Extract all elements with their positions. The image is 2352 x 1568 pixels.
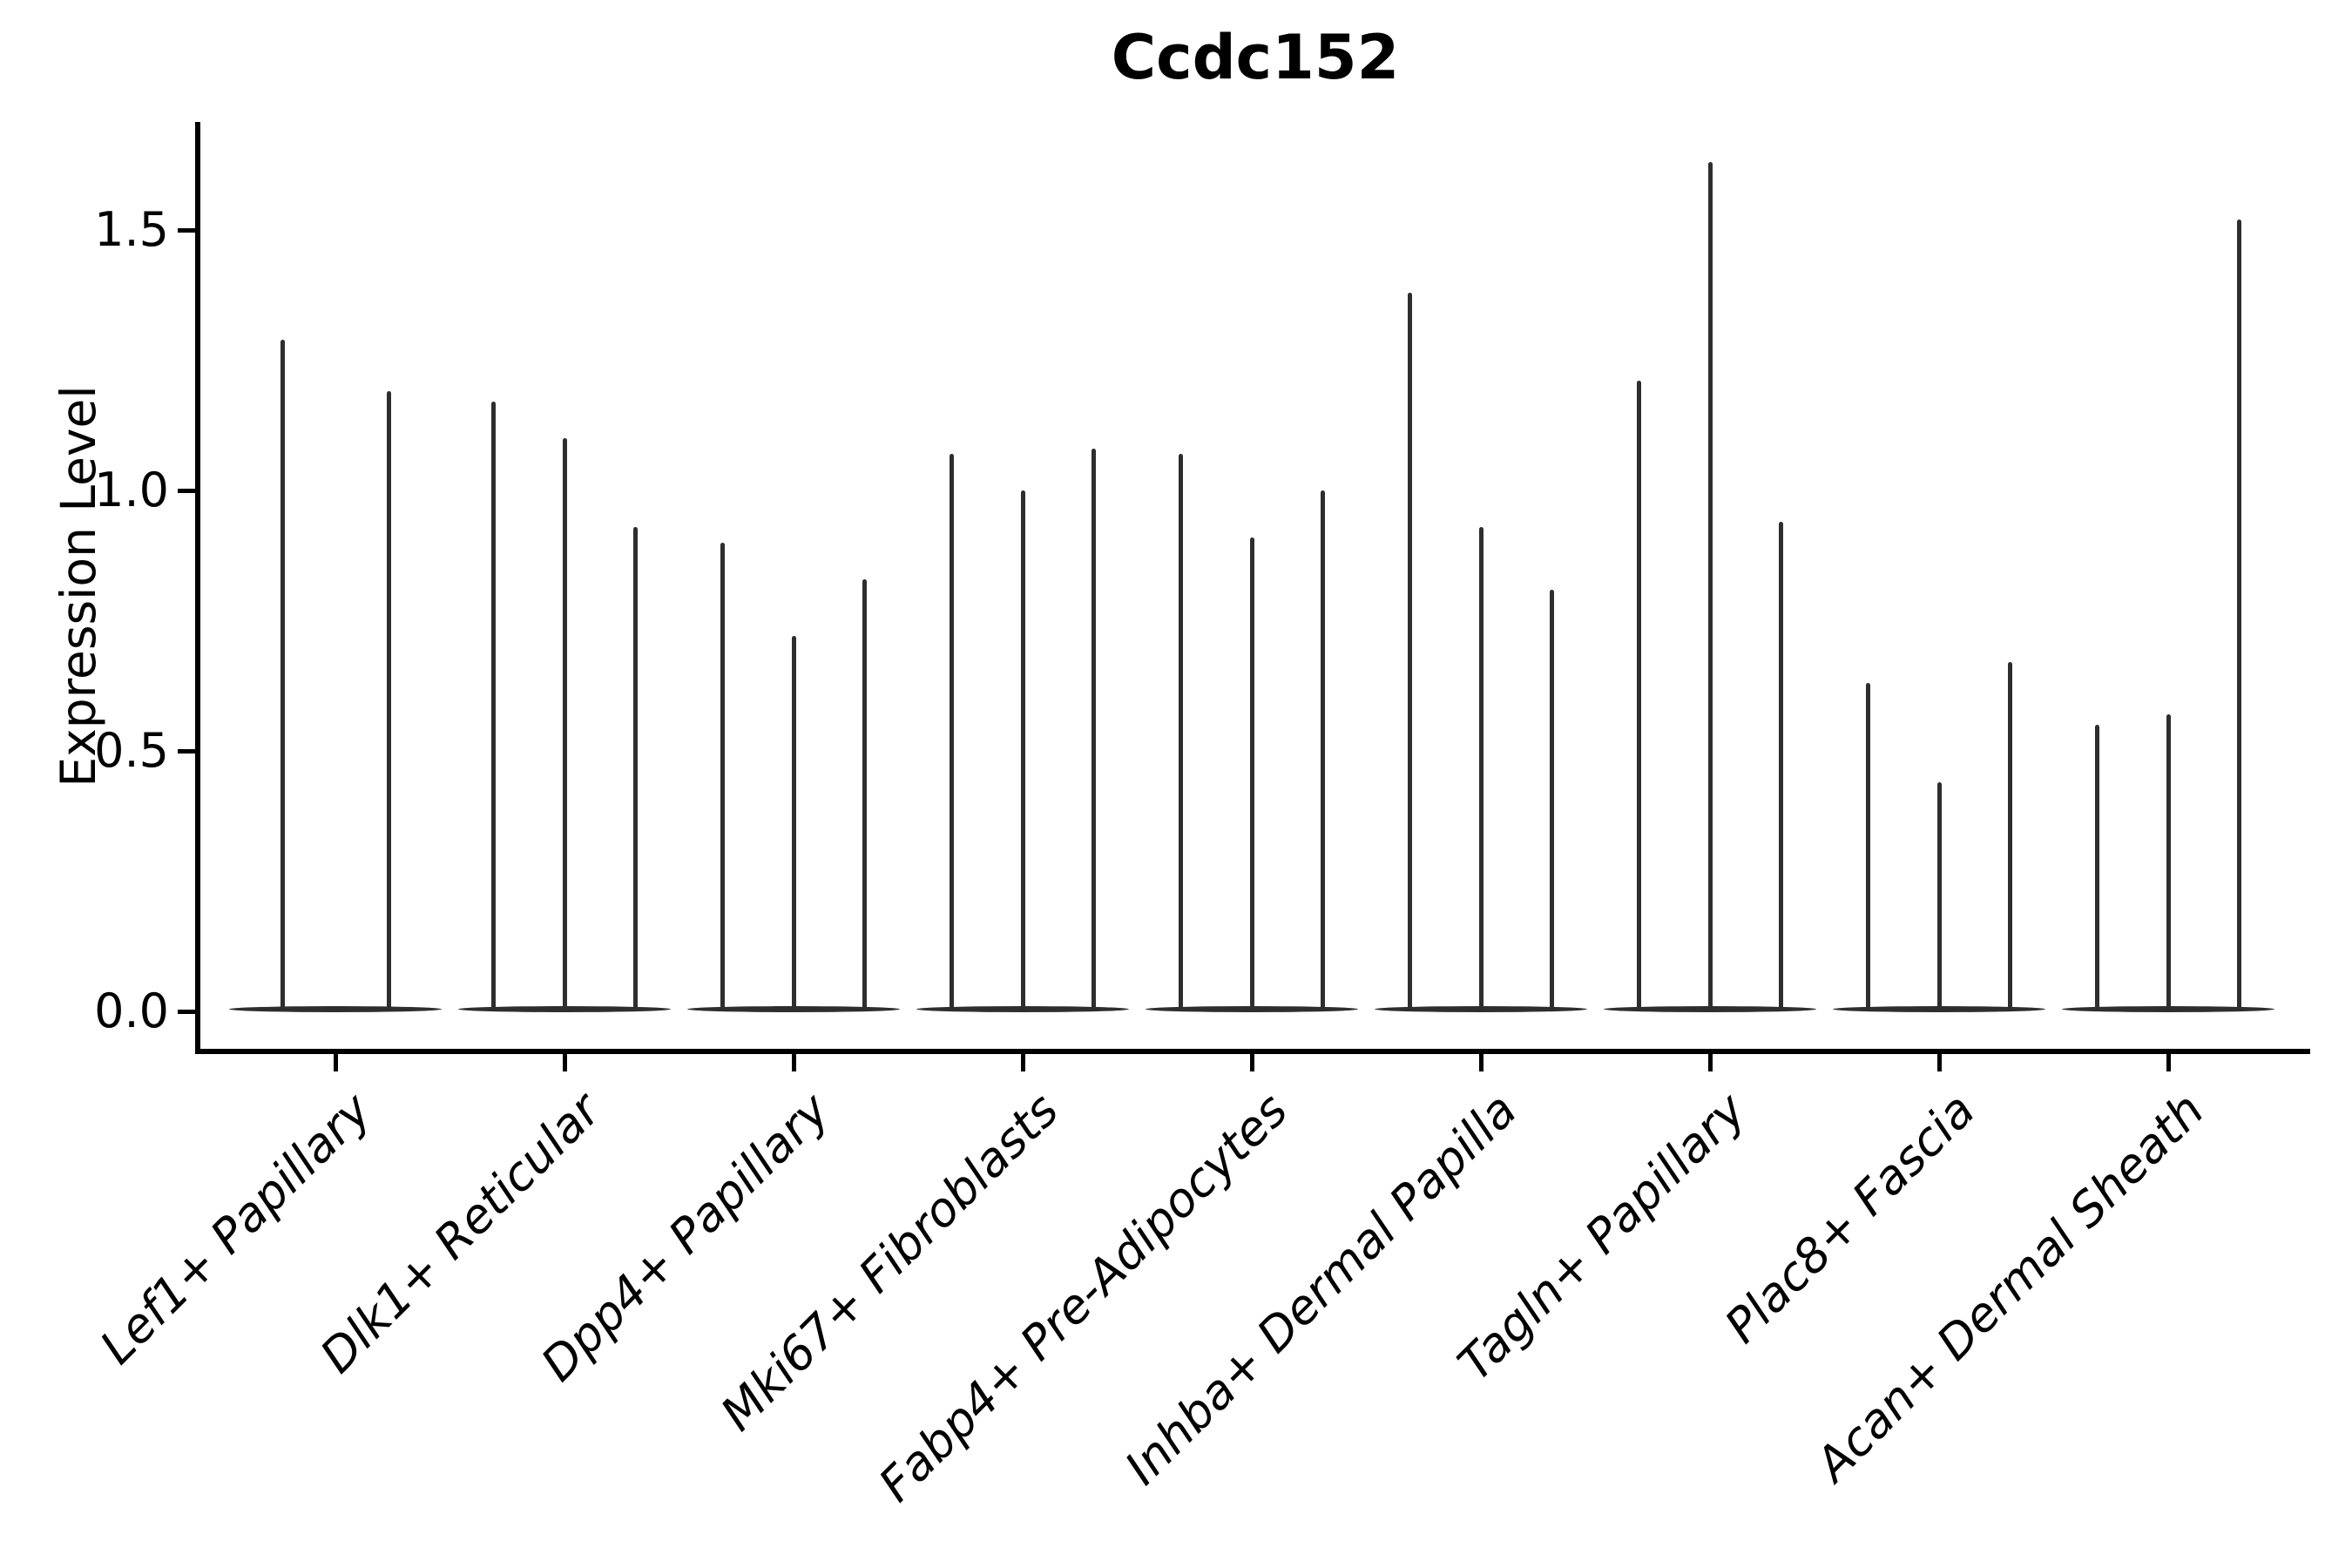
violin-spike [950, 454, 955, 1010]
violin-spike [1249, 537, 1254, 1010]
violin-spike [280, 340, 285, 1010]
violin-spike [2236, 220, 2241, 1010]
violin-spike [1549, 590, 1554, 1010]
y-tick-mark [178, 488, 195, 493]
y-tick-label: 1.5 [94, 202, 169, 257]
y-tick-mark [178, 227, 195, 233]
violin-spike [862, 579, 867, 1010]
x-tick-mark [1936, 1054, 1942, 1071]
chart-title: Ccdc152 [1111, 22, 1400, 93]
violin-spike [1866, 683, 1871, 1010]
violin-spike [1936, 782, 1942, 1010]
y-tick-label: 0.5 [94, 723, 169, 778]
violin-spike [1020, 490, 1025, 1010]
y-tick-mark [178, 1009, 195, 1014]
violin-spike [1778, 522, 1783, 1010]
y-axis-spine [195, 122, 200, 1054]
violin-spike [720, 543, 726, 1010]
violin-spike [1707, 162, 1713, 1010]
x-tick-mark [791, 1054, 796, 1071]
x-axis-spine [195, 1049, 2310, 1054]
x-tick-mark [1020, 1054, 1025, 1071]
violin-spike [791, 636, 796, 1010]
violin-spike [491, 402, 497, 1010]
x-tick-mark [2166, 1054, 2171, 1071]
y-tick-mark [178, 748, 195, 754]
x-tick-mark [333, 1054, 338, 1071]
y-tick-label: 0.0 [94, 983, 169, 1038]
violin-base [229, 1006, 442, 1012]
violin-spike [1478, 527, 1484, 1010]
violin-spike [1179, 454, 1184, 1010]
violin-spike [2007, 662, 2012, 1010]
y-tick-label: 1.0 [94, 463, 169, 517]
violin-spike [632, 527, 638, 1010]
violin-spike [386, 391, 391, 1010]
x-tick-mark [562, 1054, 567, 1071]
x-tick-mark [1478, 1054, 1484, 1071]
violin-spike [2166, 714, 2171, 1010]
violin-spike [1408, 293, 1413, 1010]
violin-spike [2095, 725, 2100, 1010]
violin-spike [1637, 381, 1642, 1010]
x-tick-mark [1707, 1054, 1713, 1071]
x-tick-mark [1249, 1054, 1254, 1071]
violin-spike [562, 438, 567, 1010]
violin-spike [1320, 490, 1325, 1010]
violin-spike [1091, 449, 1096, 1010]
